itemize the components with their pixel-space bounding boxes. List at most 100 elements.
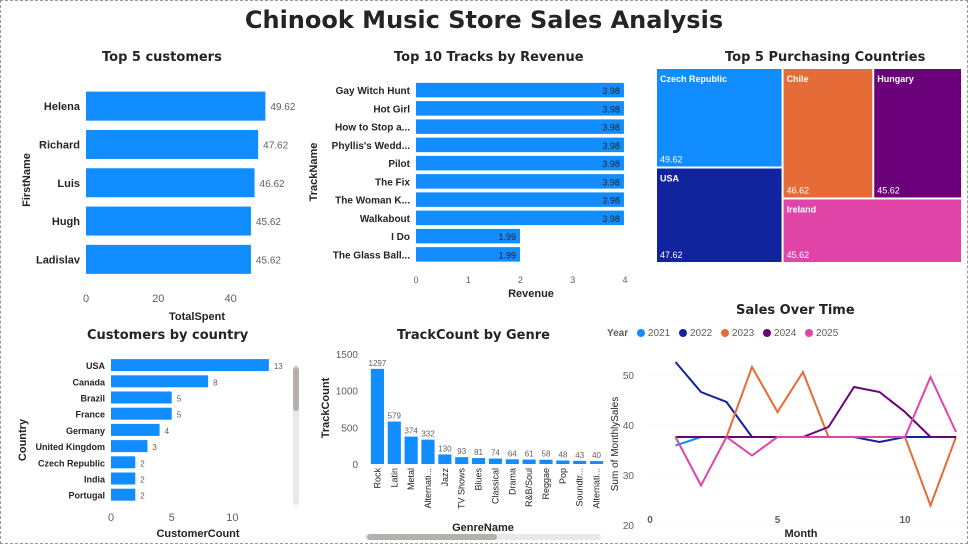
treemap-tile-label: Chile — [787, 74, 809, 84]
data-label: 1.99 — [498, 232, 516, 242]
x-axis-label: CustomerCount — [156, 528, 239, 540]
genre-scrollbar-thumb[interactable] — [367, 534, 497, 540]
legend-item-2025[interactable]: 2025 — [805, 328, 838, 339]
data-label: 3.98 — [602, 159, 620, 169]
category-label: Classical — [490, 468, 500, 504]
category-label: Jazz — [440, 468, 450, 487]
category-label: TV Shows — [457, 468, 467, 510]
bar — [421, 439, 435, 464]
bar — [573, 460, 587, 464]
bar — [111, 391, 172, 404]
bar — [416, 82, 624, 98]
category-label: Latin — [389, 468, 399, 488]
category-label: Brazil — [80, 394, 105, 404]
treemap-tile — [783, 199, 961, 262]
data-label: 46.62 — [260, 179, 285, 190]
data-label: 3.98 — [602, 123, 620, 133]
y-tick-label: 30 — [623, 471, 635, 482]
bar — [111, 423, 160, 436]
customers-scroll-track[interactable] — [293, 365, 299, 505]
bar — [111, 359, 269, 372]
data-label: 13 — [274, 362, 283, 371]
treemap-tile-value: 45.62 — [787, 250, 810, 260]
y-tick-label: 1500 — [336, 350, 359, 361]
bar — [455, 457, 469, 464]
category-label: USA — [86, 361, 106, 371]
trackcount-by-genre-title: TrackCount by Genre — [397, 328, 550, 343]
data-label: 2 — [140, 492, 145, 501]
data-label: 2 — [140, 459, 145, 468]
y-axis-label: Country — [17, 418, 29, 461]
data-label: 61 — [525, 450, 534, 459]
category-label: Hot Girl — [373, 104, 410, 115]
top-customers-title: Top 5 customers — [102, 50, 222, 65]
sales-over-time-title: Sales Over Time — [736, 303, 855, 318]
bar — [522, 459, 536, 464]
customers-scrollbar-thumb[interactable] — [293, 367, 299, 411]
category-label: Pop — [558, 468, 568, 484]
category-label: Germany — [66, 426, 105, 436]
x-tick-label: 0 — [413, 275, 418, 285]
bar — [111, 456, 136, 469]
bar — [556, 460, 570, 464]
x-tick-label: 3 — [570, 275, 575, 285]
y-tick-label: 50 — [623, 371, 635, 382]
treemap-tile — [783, 69, 873, 198]
data-label: 3.98 — [602, 86, 620, 96]
data-label: 3.98 — [602, 104, 620, 114]
bar — [471, 458, 486, 464]
data-label: 5 — [177, 395, 182, 404]
category-label: Helena — [44, 101, 81, 113]
x-axis-label: TotalSpent — [169, 311, 225, 323]
category-label: Soundtr... — [575, 468, 585, 507]
data-label: 3 — [152, 443, 157, 452]
data-label: 332 — [421, 430, 435, 439]
y-tick-label: 1000 — [336, 387, 359, 398]
bar — [86, 244, 251, 274]
legend-item-2021[interactable]: 2021 — [636, 328, 670, 339]
category-label: How to Stop a... — [335, 123, 410, 134]
category-label: Metal — [406, 468, 416, 490]
bar — [86, 168, 255, 198]
bar — [86, 206, 251, 236]
category-label: The Fix — [375, 177, 410, 188]
y-axis-label: TrackName — [308, 143, 320, 202]
data-label: 8 — [213, 378, 218, 387]
y-tick-label: 20 — [623, 521, 635, 532]
data-label: 48 — [558, 450, 567, 459]
data-label: 47.62 — [263, 140, 288, 151]
category-label: Drama — [507, 468, 517, 495]
treemap-tile — [657, 168, 782, 262]
bar — [416, 119, 624, 134]
data-label: 81 — [474, 448, 483, 457]
page-title: Chinook Music Store Sales Analysis — [244, 6, 724, 34]
category-label: Hugh — [52, 216, 80, 228]
x-tick-label: 0 — [647, 515, 653, 526]
top-tracks-title: Top 10 Tracks by Revenue — [394, 50, 584, 65]
data-label: 58 — [542, 450, 551, 459]
treemap-tile-label: USA — [660, 174, 680, 184]
category-label: Ladislav — [36, 254, 81, 266]
legend-item-2023[interactable]: 2023 — [720, 328, 754, 339]
data-label: 3.98 — [602, 141, 620, 151]
x-axis-label: Month — [785, 528, 818, 540]
bar — [416, 228, 520, 244]
category-label: R&B/Soul — [524, 468, 534, 507]
x-tick-label: 2 — [518, 275, 523, 285]
bar — [539, 459, 553, 464]
data-label: 579 — [388, 412, 402, 421]
bar — [416, 155, 624, 171]
treemap-tile-value: 49.62 — [660, 155, 683, 165]
legend-item-2022[interactable]: 2022 — [678, 328, 712, 339]
y-axis-label: TrackCount — [320, 377, 332, 438]
category-label: Canada — [72, 377, 106, 387]
data-label: 2 — [140, 476, 145, 485]
category-label: Walkabout — [360, 214, 411, 225]
x-tick-label: 20 — [152, 293, 164, 305]
x-tick-label: 1 — [466, 275, 471, 285]
x-tick-label: 5 — [169, 512, 175, 524]
legend-item-2024[interactable]: 2024 — [763, 328, 796, 339]
